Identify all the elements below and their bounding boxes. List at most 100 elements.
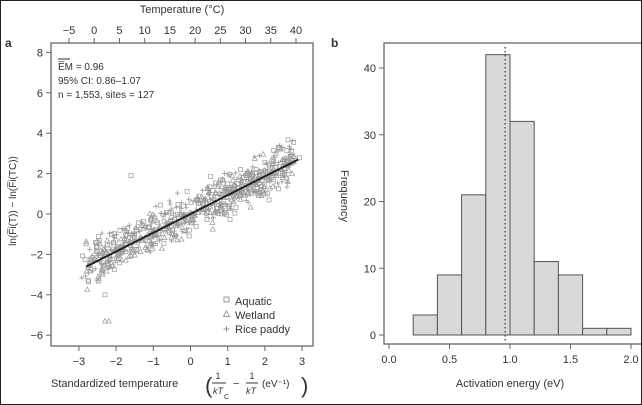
point-rice-paddy xyxy=(107,247,113,253)
point-rice-paddy xyxy=(238,176,244,182)
point-rice-paddy xyxy=(133,249,139,255)
point-rice-paddy xyxy=(226,196,232,202)
point-rice-paddy xyxy=(191,198,197,204)
point-wetland xyxy=(224,188,232,194)
point-aquatic xyxy=(201,197,206,203)
point-aquatic xyxy=(175,202,181,207)
histogram-bar xyxy=(533,261,559,336)
point-aquatic xyxy=(232,210,238,216)
point-wetland xyxy=(266,184,274,191)
y-tick-label: −4 xyxy=(30,290,43,302)
point-aquatic xyxy=(125,226,131,231)
point-rice-paddy xyxy=(199,188,205,194)
point-wetland xyxy=(236,172,243,179)
point-wetland xyxy=(237,196,244,202)
point-aquatic xyxy=(208,174,214,180)
point-wetland xyxy=(107,255,114,262)
point-rice-paddy xyxy=(182,220,188,226)
point-wetland xyxy=(109,262,116,268)
histogram-bar xyxy=(436,274,463,336)
point-rice-paddy xyxy=(183,205,189,211)
point-wetland xyxy=(164,227,171,234)
x-tick-label: 1.0 xyxy=(502,354,517,366)
point-aquatic xyxy=(238,167,243,172)
point-aquatic xyxy=(244,171,250,177)
point-wetland xyxy=(229,177,236,183)
histogram-bar xyxy=(606,327,632,336)
point-wetland xyxy=(289,170,296,176)
point-rice-paddy xyxy=(228,206,234,212)
point-aquatic xyxy=(107,242,113,248)
point-aquatic xyxy=(226,171,232,177)
point-rice-paddy xyxy=(161,210,167,216)
point-aquatic xyxy=(219,188,224,193)
point-wetland xyxy=(95,272,102,279)
point-wetland xyxy=(168,234,175,240)
point-aquatic xyxy=(153,241,158,247)
point-rice-paddy xyxy=(126,222,132,228)
histogram-bar xyxy=(557,274,584,336)
panel-b-histogram: 0.0 0.5 1.0 1.5 2.0 0 10 20 30 40 Frequency Activat… xyxy=(338,42,641,390)
point-rice-paddy xyxy=(272,155,278,161)
point-rice-paddy xyxy=(285,180,291,186)
point-wetland xyxy=(122,256,129,263)
point-wetland xyxy=(215,178,222,185)
point-rice-paddy xyxy=(148,243,154,249)
point-rice-paddy xyxy=(265,166,271,172)
legend-label: Wetland xyxy=(235,310,275,322)
point-rice-paddy xyxy=(186,196,192,202)
point-rice-paddy xyxy=(120,226,126,232)
point-aquatic xyxy=(111,240,116,246)
point-wetland xyxy=(229,172,236,179)
point-aquatic xyxy=(288,154,293,159)
point-aquatic xyxy=(80,253,85,259)
point-wetland xyxy=(256,171,263,178)
plot-frame xyxy=(50,42,314,347)
point-rice-paddy xyxy=(92,266,98,272)
point-wetland xyxy=(83,240,90,247)
point-wetland xyxy=(161,234,168,241)
point-aquatic xyxy=(258,186,264,192)
point-wetland xyxy=(117,248,124,254)
point-aquatic xyxy=(253,167,259,172)
point-aquatic xyxy=(116,252,122,258)
histogram-bar xyxy=(509,120,535,336)
point-rice-paddy xyxy=(221,170,227,176)
histogram-bar xyxy=(485,54,511,336)
point-wetland xyxy=(137,248,144,254)
point-aquatic xyxy=(207,184,213,190)
point-wetland xyxy=(279,174,286,180)
point-rice-paddy xyxy=(87,247,93,253)
point-aquatic xyxy=(227,217,233,222)
point-rice-paddy xyxy=(101,248,107,254)
point-aquatic xyxy=(196,200,202,206)
paren-close: ) xyxy=(301,373,308,398)
point-aquatic xyxy=(277,145,282,151)
point-wetland xyxy=(268,156,275,163)
point-aquatic xyxy=(140,219,146,224)
point-wetland xyxy=(282,154,289,161)
point-wetland xyxy=(182,217,190,223)
annotation-ci: 95% CI: 0.86–1.07 xyxy=(58,76,141,87)
point-wetland xyxy=(174,219,181,226)
point-rice-paddy xyxy=(99,230,105,236)
point-wetland xyxy=(166,217,173,224)
point-wetland xyxy=(105,317,112,324)
point-rice-paddy xyxy=(245,199,251,205)
point-wetland xyxy=(268,164,276,170)
y-tick-label: 10 xyxy=(364,263,376,275)
point-aquatic xyxy=(234,192,240,198)
top-x-tick-label: −5 xyxy=(63,25,76,37)
point-wetland xyxy=(100,245,107,252)
point-wetland xyxy=(95,238,102,245)
y-tick-label: −6 xyxy=(30,330,43,342)
point-wetland xyxy=(146,210,154,216)
point-aquatic xyxy=(184,188,190,194)
point-rice-paddy xyxy=(106,259,112,265)
point-wetland xyxy=(101,317,109,324)
x-tick-label: 0 xyxy=(187,356,193,368)
frac1-den: kT xyxy=(213,386,225,396)
legend-marker-aquatic xyxy=(223,296,230,303)
point-rice-paddy xyxy=(153,203,159,209)
